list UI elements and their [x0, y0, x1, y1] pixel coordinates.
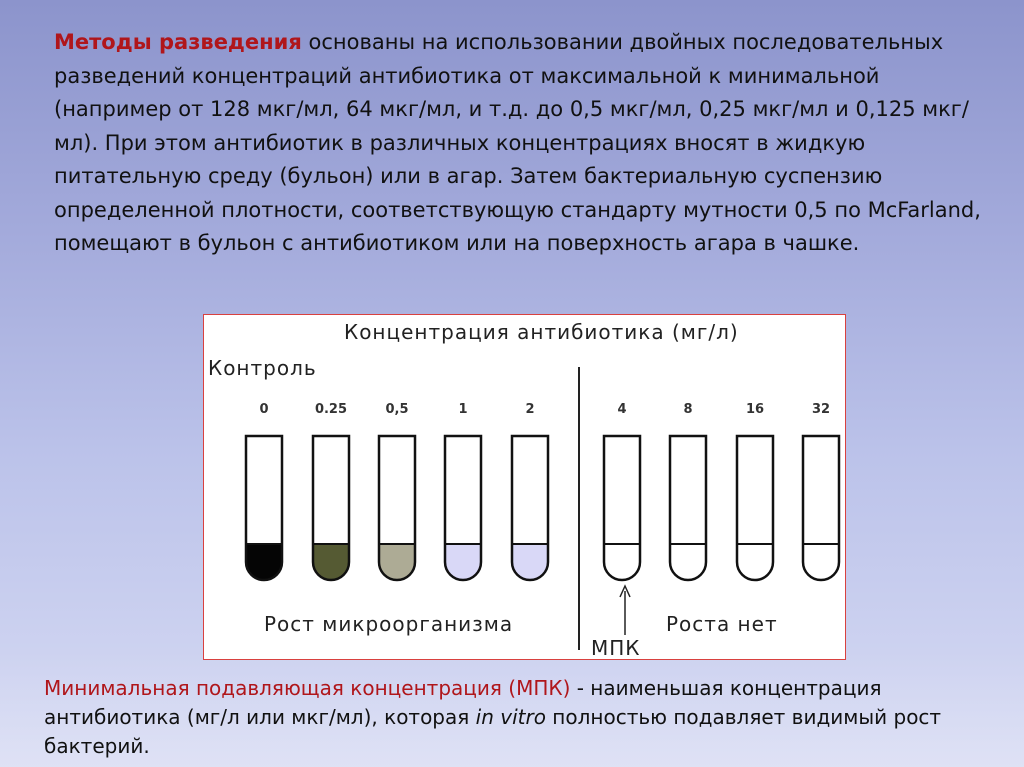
concentration-label: 0	[259, 402, 268, 417]
tube-liquid	[737, 544, 773, 580]
dilution-figure: Концентрация антибиотика (мг/л) Контроль…	[203, 314, 846, 660]
test-tube	[311, 434, 351, 582]
concentration-label: 8	[683, 402, 692, 417]
concentration-label: 0.25	[315, 402, 347, 417]
tube-liquid	[246, 544, 282, 580]
tubes-group: 0 0.25 0,5 1 2 4 8 16 32	[244, 402, 841, 582]
test-tube	[602, 434, 642, 582]
mic-label: МПК	[591, 636, 641, 660]
no-growth-label: Роста нет	[666, 612, 778, 636]
mic-definition: Минимальная подавляющая концентрация (МП…	[44, 674, 994, 761]
tube-liquid	[445, 544, 481, 580]
concentration-label: 0,5	[385, 402, 408, 417]
mic-arrow-head	[619, 584, 631, 598]
concentration-label: 1	[458, 402, 467, 417]
intro-paragraph: Методы разведения основаны на использова…	[54, 26, 984, 261]
test-tube	[510, 434, 550, 582]
tube-liquid	[803, 544, 839, 580]
slide-background-band	[0, 650, 1024, 767]
test-tube	[735, 434, 775, 582]
intro-body: основаны на использовании двойных послед…	[54, 30, 981, 255]
concentration-label: 2	[525, 402, 534, 417]
tube-liquid	[512, 544, 548, 580]
test-tube	[443, 434, 483, 582]
definition-text-1: - наименьшая концентрация антибиотика (м…	[44, 676, 882, 729]
definition-text-2: полностью подавляет видимый рост бактери…	[44, 705, 942, 758]
tube-liquid	[379, 544, 415, 580]
growth-label: Рост микроорганизма	[264, 612, 513, 636]
test-tube	[377, 434, 417, 582]
definition-highlight: Минимальная подавляющая концентрация (МП…	[44, 676, 571, 700]
concentration-label: 32	[812, 402, 830, 417]
test-tube	[244, 434, 284, 582]
test-tube	[801, 434, 841, 582]
definition-italic: in vitro	[475, 705, 546, 729]
dilution-diagram: Концентрация антибиотика (мг/л) Контроль…	[208, 320, 841, 660]
tube-liquid	[313, 544, 349, 580]
tube-liquid	[604, 544, 640, 580]
figure-title: Концентрация антибиотика (мг/л)	[344, 320, 739, 344]
control-label: Контроль	[208, 356, 317, 380]
test-tube	[668, 434, 708, 582]
tube-liquid	[670, 544, 706, 580]
concentration-label: 4	[617, 402, 626, 417]
intro-highlight: Методы разведения	[54, 30, 302, 54]
concentration-label: 16	[746, 402, 764, 417]
